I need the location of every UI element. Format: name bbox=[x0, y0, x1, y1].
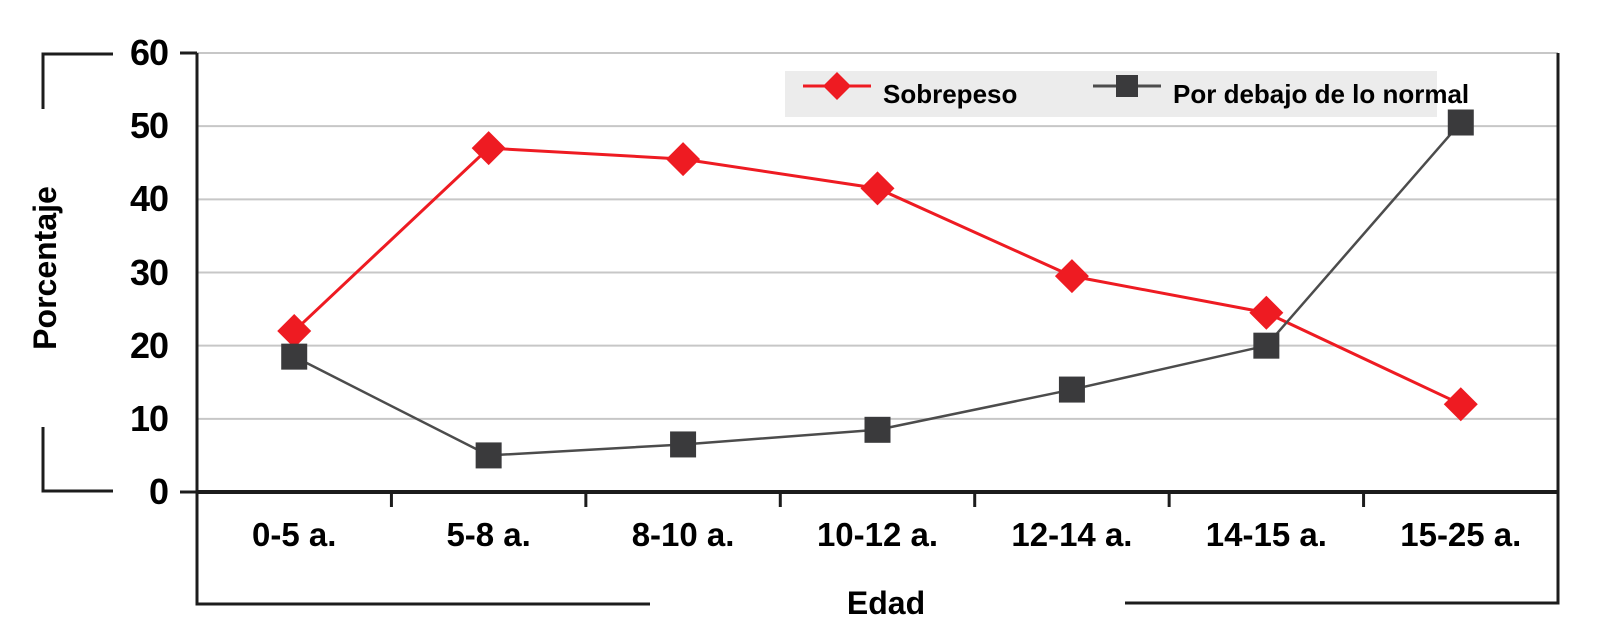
por-debajo-de-lo-normal-point-0 bbox=[281, 343, 308, 370]
diamond-marker-icon bbox=[803, 72, 871, 109]
x-tick-label-5: 14-15 a. bbox=[1205, 516, 1327, 553]
y-tick-label-20: 20 bbox=[129, 324, 169, 366]
y-tick-label-10: 10 bbox=[129, 397, 169, 439]
x-axis-title: Edad bbox=[846, 585, 926, 621]
x-tick-label-1: 5-8 a. bbox=[446, 516, 531, 553]
y-tick-label-40: 40 bbox=[129, 178, 169, 220]
legend-label-por-debajo: Por debajo de lo normal bbox=[1173, 78, 1470, 109]
por-debajo-de-lo-normal-point-1 bbox=[475, 442, 502, 469]
y-tick-label-0: 0 bbox=[148, 471, 169, 512]
y-tick-label-60: 60 bbox=[129, 32, 169, 73]
por-debajo-de-lo-normal-point-5 bbox=[1253, 332, 1280, 359]
x-tick-label-6: 15-25 a. bbox=[1400, 516, 1522, 553]
x-tick-label-4: 12-14 a. bbox=[1011, 516, 1133, 553]
y-axis-title: Porcentaje bbox=[27, 186, 63, 350]
por-debajo-de-lo-normal-point-6 bbox=[1447, 109, 1474, 136]
sobrepeso-point-6 bbox=[1443, 387, 1478, 422]
sobrepeso-point-4 bbox=[1054, 259, 1089, 294]
sobrepeso-point-1 bbox=[471, 131, 506, 166]
left-bracket-top-icon bbox=[41, 52, 113, 109]
x-tick-label-2: 8-10 a. bbox=[631, 516, 735, 553]
sobrepeso-point-3 bbox=[860, 171, 895, 206]
square-marker-icon bbox=[1093, 75, 1161, 109]
legend-entry-sobrepeso: Sobrepeso bbox=[803, 71, 1017, 117]
legend-label-sobrepeso: Sobrepeso bbox=[883, 78, 1018, 109]
por-debajo-de-lo-normal-point-4 bbox=[1058, 376, 1085, 403]
x-tick-label-0: 0-5 a. bbox=[252, 516, 337, 553]
por-debajo-de-lo-normal-point-2 bbox=[670, 431, 697, 458]
sobrepeso-point-5 bbox=[1249, 295, 1284, 330]
y-tick-label-50: 50 bbox=[129, 105, 169, 147]
legend: Sobrepeso Por debajo de lo normal bbox=[785, 71, 1469, 117]
sobrepeso-point-0 bbox=[277, 314, 312, 349]
left-bracket-bottom-icon bbox=[41, 427, 113, 493]
x-tick-label-3: 10-12 a. bbox=[816, 516, 939, 553]
y-tick-label-30: 30 bbox=[129, 251, 169, 293]
por-debajo-de-lo-normal-point-3 bbox=[864, 416, 891, 443]
legend-entry-por-debajo: Por debajo de lo normal bbox=[1093, 71, 1469, 117]
sobrepeso-point-2 bbox=[666, 142, 701, 177]
